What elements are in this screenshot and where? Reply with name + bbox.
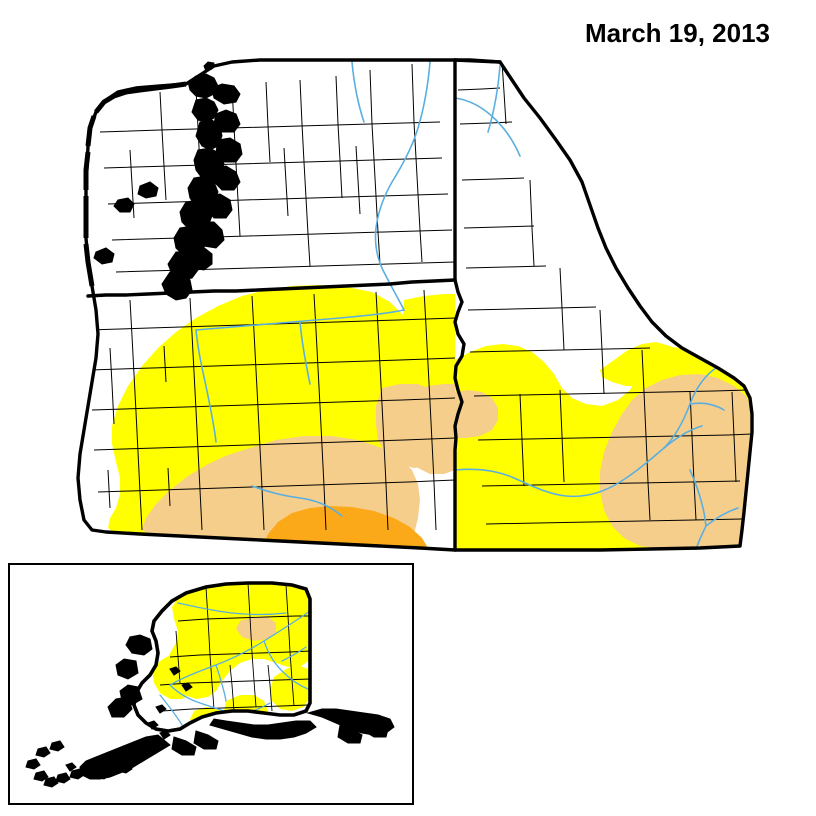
- alaska-inset-frame: [8, 563, 414, 805]
- alaska-d1-interior: [236, 617, 276, 641]
- border-id-canada: [453, 58, 502, 64]
- drought-area-d1-idaho: [600, 374, 752, 549]
- state-borders-layer: [76, 58, 754, 552]
- puget-sound-coastline: [83, 61, 243, 301]
- drought-area-d1-malheur: [406, 384, 455, 474]
- pacific-northwest-map: [76, 58, 754, 552]
- alaska-d0-east: [270, 665, 310, 711]
- alaska-inset-map: [25, 581, 395, 788]
- alaska-coastline: [25, 581, 395, 788]
- page-title: March 19, 2013: [584, 18, 770, 48]
- county-borders-layer: [87, 61, 752, 531]
- county-borders-oregon: [87, 289, 455, 531]
- border-wa-or: [86, 278, 457, 298]
- drought-area-d2-oregon: [262, 506, 428, 548]
- drought-fill-layer-oregon-east: [406, 384, 455, 474]
- drought-area-d1-idaho-west: [455, 390, 498, 438]
- rivers-layer: [195, 61, 739, 550]
- alaska-borough-borders: [159, 583, 310, 712]
- county-borders-washington: [99, 63, 455, 273]
- border-or-id: [453, 278, 466, 552]
- county-borders-idaho: [457, 61, 752, 525]
- drought-fill-layer-idaho: [455, 342, 752, 550]
- region-outline: [76, 58, 754, 552]
